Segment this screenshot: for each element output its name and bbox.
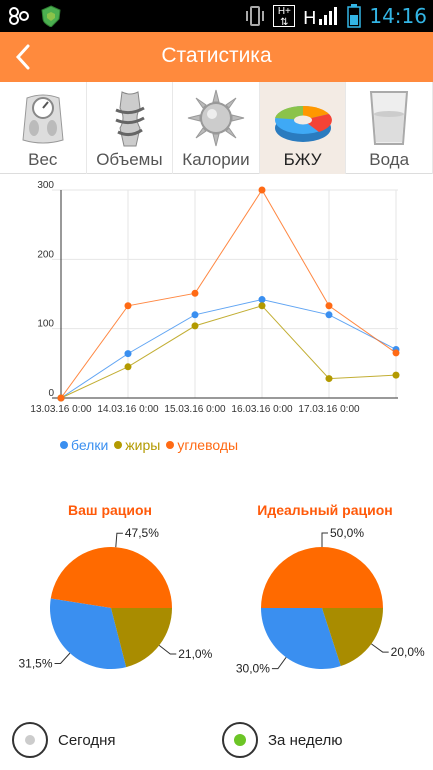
pie-label-leader [371,643,389,653]
legend-item: белки [60,437,108,453]
data-point-жиры [124,363,132,371]
tab-bju[interactable]: БЖУ [259,82,347,174]
chevron-left-icon [15,44,30,70]
pie-label-leader [115,532,123,548]
radio-label-week: За неделю [268,731,343,749]
body-measure-icon [115,91,145,147]
x-tick-label: 17.03.16 0:00 [298,404,360,415]
tab-label: Калории [182,150,250,169]
tab-label: Вода [369,150,410,169]
radio-dot [25,735,35,745]
svg-text:H: H [303,8,317,27]
diet-pie-charts: 47,5% 31,5% 21,0% 50,0% 30,0% 20,0% [18,526,425,676]
infinity-icon [9,7,29,25]
legend-dot [166,441,175,449]
pie-slice-жиры [111,608,172,668]
vibrate-icon [246,6,265,26]
data-point-углеводы [258,186,266,194]
y-tick-label: 100 [37,319,54,330]
ideal-diet-title: Идеальный рацион [257,502,393,518]
data-point-углеводы [57,394,65,402]
data-point-белки [325,311,333,319]
data-point-углеводы [392,349,400,357]
x-tick-label: 13.03.16 0:00 [30,404,92,415]
tab-water[interactable]: Вода [346,82,433,174]
pie-slice-жиры [322,608,383,667]
pie-slice-label: 50,0% [330,526,364,540]
radio-circle[interactable] [12,722,48,758]
pie-label-leader [321,532,328,547]
pie-label-leader [271,657,287,670]
data-point-жиры [325,375,333,383]
x-tick-label: 15.03.16 0:00 [164,404,226,415]
data-point-жиры [191,322,199,330]
tab-volumes[interactable]: Объемы [87,82,174,174]
pie-slice-углеводы [50,547,173,608]
pie-label-leader [54,652,71,664]
legend-dot [60,441,68,449]
data-point-белки [258,296,266,304]
back-button[interactable] [10,40,40,74]
tab-label: Объемы [96,150,163,169]
legend-item: жиры [114,437,160,453]
data-point-белки [191,311,199,319]
pie-label-leader [158,644,177,655]
y-tick-label: 300 [37,180,54,191]
tab-label: Вес [28,150,58,169]
data-point-углеводы [325,302,333,310]
data-point-белки [124,350,132,358]
y-tick-label: 0 [48,388,54,399]
data-point-жиры [392,371,400,379]
legend-label: белки [71,437,109,453]
network-hplus-icon: H+ ⇅ [273,5,296,28]
pie-slice-label: 31,5% [18,656,52,670]
pie-slice-белки [50,598,127,669]
y-tick-label: 200 [37,249,54,260]
battery-icon [347,4,362,28]
signal-icon: H [303,7,338,27]
pie-slice-label: 47,5% [125,526,159,540]
page-title: Статистика [161,44,272,67]
x-tick-label: 14.03.16 0:00 [97,404,159,415]
pie-slice-label: 20,0% [391,645,425,659]
series-line-жиры [60,305,397,399]
sun-icon [188,89,245,147]
pie-slice-label: 30,0% [236,662,270,676]
legend-item: углеводы [166,437,238,453]
network-type-label: H+ [277,6,291,17]
tab-label: БЖУ [283,150,322,169]
data-point-углеводы [124,302,132,310]
pie-slice-углеводы [261,547,383,608]
scale-icon [22,94,64,144]
period-week-radio[interactable]: За неделю [222,722,342,758]
legend-label: углеводы [177,437,239,453]
radio-circle[interactable] [222,722,258,758]
pie-slice-белки [261,608,341,669]
your-diet-title: Ваш рацион [67,502,152,518]
status-bar: H+ ⇅ H 14:16 [0,0,433,32]
legend-label: жиры [125,437,161,453]
status-clock: 14:16 [369,4,427,28]
chart-legend: белки жиры углеводы [60,437,238,453]
series-line-белки [60,299,397,399]
pie-slice-label: 21,0% [178,647,212,661]
app-shield-icon [41,5,61,27]
radio-label-today: Сегодня [58,731,116,749]
data-point-углеводы [191,289,199,297]
water-glass-icon [370,91,409,145]
data-point-жиры [258,302,266,310]
tab-calories[interactable]: Калории [173,82,260,174]
category-tabs: Вес Объемы Калории [0,82,433,174]
x-tick-label: 16.03.16 0:00 [231,404,293,415]
legend-dot [114,441,123,449]
app-bar: Статистика [0,32,433,82]
period-today-radio[interactable]: Сегодня [12,722,116,758]
bju-line-chart: 0 100 200 300 13.03.16 0:00 14.03.16 0:00 15.0… [30,180,400,415]
series-line-углеводы [60,189,397,399]
tab-weight[interactable]: Вес [0,82,87,174]
donut-chart-icon [274,105,332,142]
radio-dot [234,734,246,746]
